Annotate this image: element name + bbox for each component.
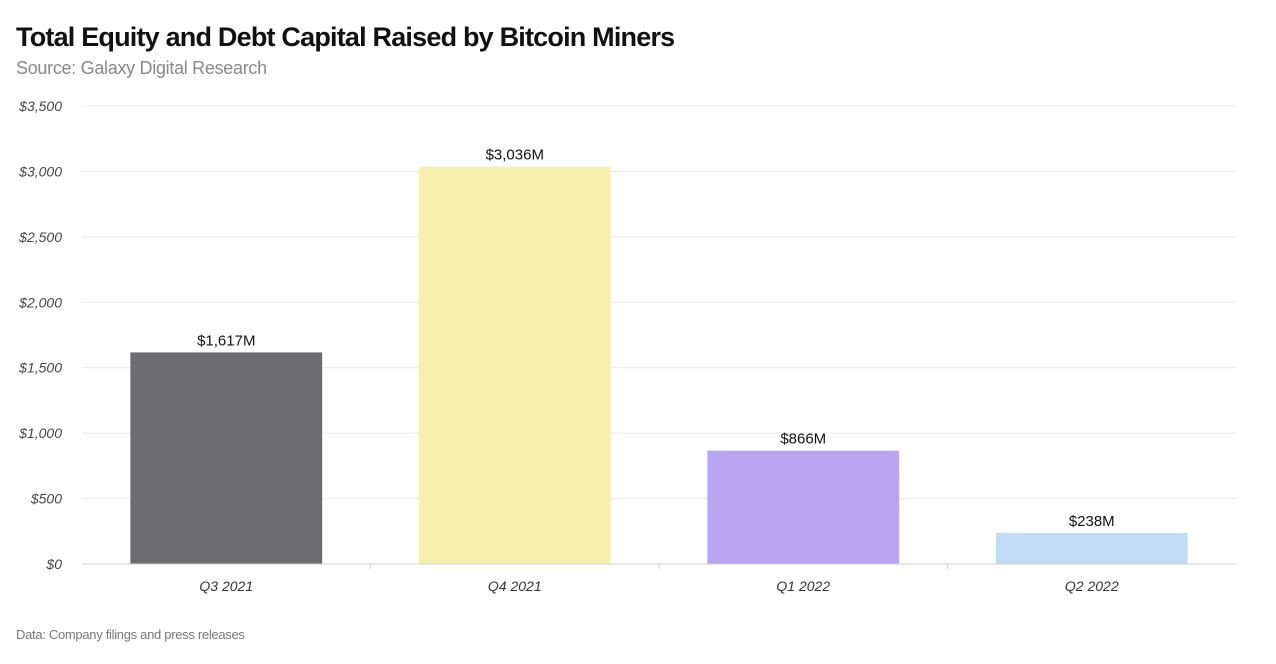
bar: [707, 450, 900, 564]
y-tick-label: $2,500: [18, 229, 62, 245]
y-tick-label: $1,500: [18, 360, 62, 376]
bar: [418, 166, 611, 564]
y-axis: $0 $500 $1,000 $1,500 $2,000 $2,500 $3,000 $3,5…: [18, 98, 62, 572]
bar: [130, 352, 323, 564]
x-axis: Q3 2021 Q4 2021 Q1 2022 Q2 2022: [82, 563, 1236, 594]
chart-subtitle: Source: Galaxy Digital Research: [16, 58, 267, 78]
bar: [995, 532, 1188, 564]
y-tick-label: $3,000: [18, 163, 62, 179]
chart-title: Total Equity and Debt Capital Raised by …: [16, 22, 675, 52]
data-labels: $1,617M $3,036M $866M $238M: [197, 147, 1115, 530]
y-tick-label: $3,500: [18, 98, 62, 114]
y-tick-label: $500: [30, 491, 62, 507]
x-tick-label: Q1 2022: [776, 578, 830, 594]
y-tick-label: $1,000: [18, 425, 62, 441]
bars: [130, 166, 1188, 564]
y-tick-label: $0: [45, 556, 62, 572]
bar-value-label: $1,617M: [197, 332, 255, 349]
bar-value-label: $866M: [780, 431, 826, 448]
gridlines: [82, 105, 1236, 500]
x-tick-label: Q3 2021: [199, 578, 253, 594]
data-footnote: Data: Company filings and press releases: [16, 627, 245, 642]
x-tick-label: Q4 2021: [488, 578, 542, 594]
x-tick-label: Q2 2022: [1065, 578, 1119, 594]
bar-value-label: $238M: [1069, 513, 1115, 530]
y-tick-label: $2,000: [18, 294, 62, 310]
bar-value-label: $3,036M: [486, 147, 544, 164]
